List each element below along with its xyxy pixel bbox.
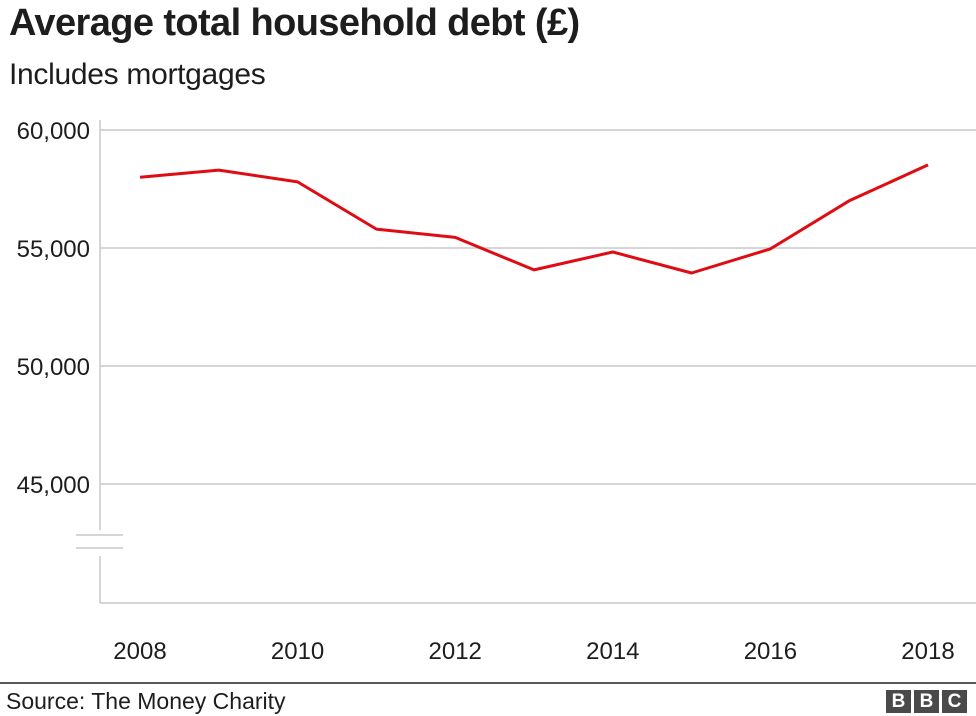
chart-subtitle: Includes mortgages	[9, 58, 266, 91]
bbc-logo-letter: B	[914, 690, 939, 713]
y-tick-label: 50,000	[17, 354, 90, 381]
bbc-logo: B B C	[886, 690, 967, 713]
source-text: Source: The Money Charity	[6, 688, 286, 714]
footer-divider	[0, 682, 976, 684]
chart-title: Average total household debt (£)	[9, 2, 580, 44]
x-tick-label: 2010	[271, 638, 324, 665]
line-chart: 45,000 50,000 55,000 60,000 2008 2010 2012 201…	[17, 118, 976, 665]
x-tick-label: 2018	[901, 638, 954, 665]
x-tick-label: 2016	[744, 638, 797, 665]
bbc-logo-letter: C	[942, 690, 967, 713]
y-tick-label: 45,000	[17, 472, 90, 499]
gridlines	[100, 129, 976, 485]
x-axis-labels: 2008 2010 2012 2014 2016 2018	[113, 638, 954, 665]
bbc-logo-letter: B	[886, 690, 911, 713]
axes	[76, 120, 976, 604]
x-tick-label: 2014	[586, 638, 639, 665]
x-tick-label: 2008	[113, 638, 166, 665]
y-axis-labels: 45,000 50,000 55,000 60,000	[17, 118, 90, 499]
data-line	[139, 163, 929, 275]
x-tick-label: 2012	[429, 638, 482, 665]
y-tick-label: 60,000	[17, 118, 90, 145]
y-tick-label: 55,000	[17, 236, 90, 263]
